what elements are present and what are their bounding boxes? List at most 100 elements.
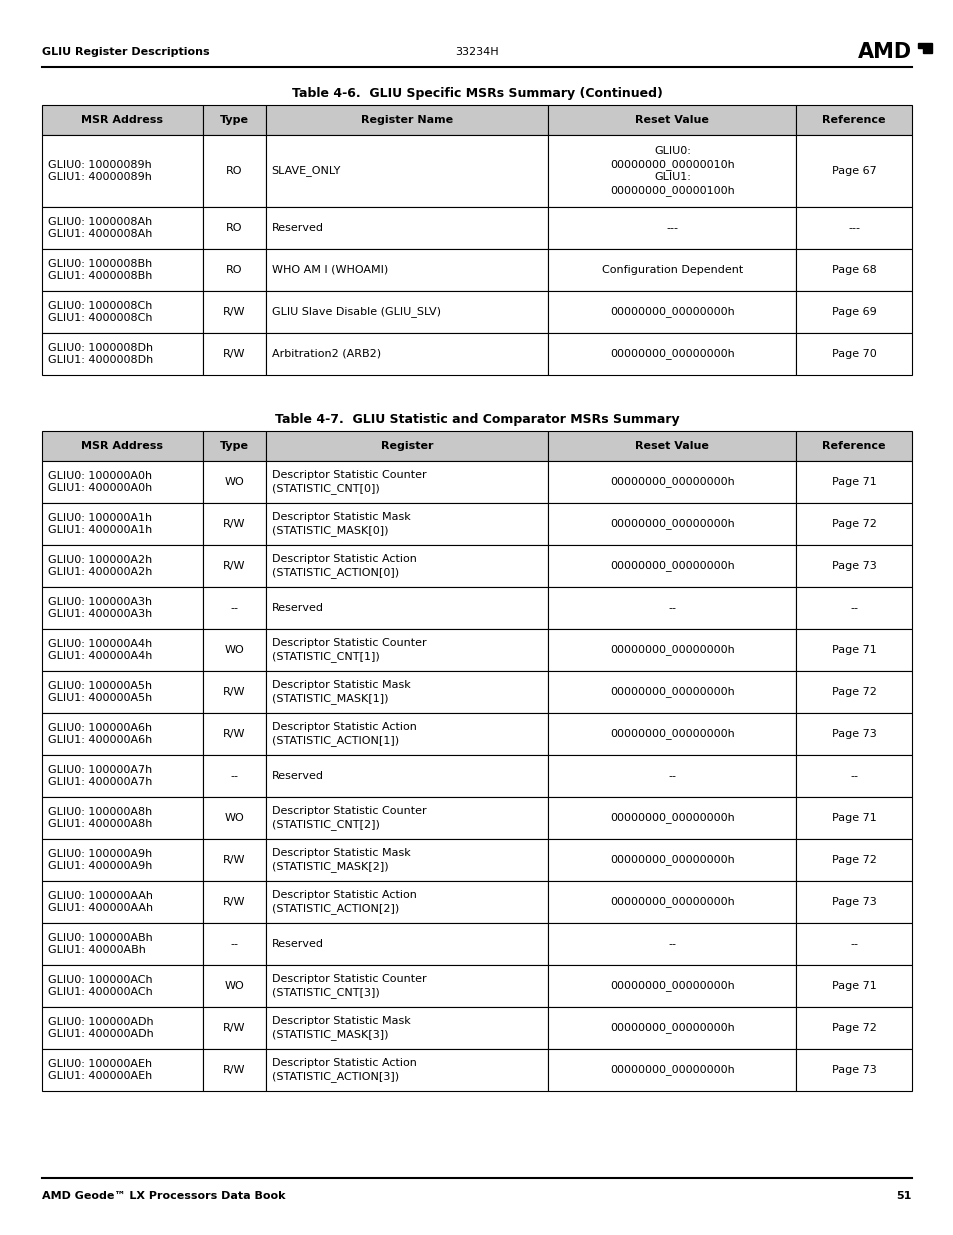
Bar (548, 965, 796, 1007)
Text: GLIU0: 1000008Dh
GLIU1: 4000008Dh: GLIU0: 1000008Dh GLIU1: 4000008Dh (48, 342, 153, 366)
Bar (548, 1007, 796, 1049)
Text: Reserved: Reserved (272, 939, 323, 948)
Text: Register Name: Register Name (360, 115, 453, 125)
Text: 00000000_00000000h: 00000000_00000000h (609, 729, 734, 740)
Text: Page 71: Page 71 (831, 477, 876, 487)
Text: --: -- (849, 603, 858, 613)
Bar (548, 545, 796, 587)
Bar (42, 1049, 203, 1091)
Bar (548, 503, 796, 545)
Text: GLIU0: 10000089h
GLIU1: 40000089h: GLIU0: 10000089h GLIU1: 40000089h (48, 159, 152, 183)
Bar (548, 461, 796, 503)
Text: Page 67: Page 67 (831, 165, 876, 177)
Bar (203, 207, 265, 249)
Text: GLIU0:
00000000_00000010h
GLIU1:
00000000_00000100h: GLIU0: 00000000_00000010h GLIU1: 0000000… (609, 146, 734, 196)
Bar (203, 965, 265, 1007)
Bar (548, 839, 796, 881)
Text: --: -- (849, 771, 858, 781)
Text: GLIU0: 100000A4h
GLIU1: 400000A4h: GLIU0: 100000A4h GLIU1: 400000A4h (48, 638, 152, 662)
Bar (42, 461, 203, 503)
Text: Page 73: Page 73 (831, 897, 876, 906)
Bar (203, 671, 265, 713)
Text: 00000000_00000000h: 00000000_00000000h (609, 519, 734, 530)
Text: R/W: R/W (223, 855, 245, 864)
Text: Page 73: Page 73 (831, 729, 876, 739)
Bar (265, 923, 548, 965)
Text: RO: RO (226, 224, 242, 233)
Text: AMD Geode™ LX Processors Data Book: AMD Geode™ LX Processors Data Book (42, 1191, 285, 1200)
Bar (796, 431, 911, 461)
Text: R/W: R/W (223, 308, 245, 317)
Text: GLIU0: 1000008Ch
GLIU1: 4000008Ch: GLIU0: 1000008Ch GLIU1: 4000008Ch (48, 300, 152, 324)
Bar (203, 333, 265, 375)
Bar (42, 135, 203, 207)
Bar (42, 839, 203, 881)
Text: Page 71: Page 71 (831, 813, 876, 823)
Text: Page 72: Page 72 (831, 519, 876, 529)
Bar (796, 755, 911, 797)
Text: AMD: AMD (857, 42, 911, 62)
Text: R/W: R/W (223, 687, 245, 697)
Bar (796, 881, 911, 923)
Text: 00000000_00000000h: 00000000_00000000h (609, 477, 734, 488)
Text: GLIU0: 100000A7h
GLIU1: 400000A7h: GLIU0: 100000A7h GLIU1: 400000A7h (48, 764, 152, 788)
Text: GLIU Slave Disable (GLIU_SLV): GLIU Slave Disable (GLIU_SLV) (272, 306, 440, 317)
Bar (203, 503, 265, 545)
Bar (265, 431, 548, 461)
Bar (203, 105, 265, 135)
Text: 00000000_00000000h: 00000000_00000000h (609, 897, 734, 908)
Text: 00000000_00000000h: 00000000_00000000h (609, 561, 734, 572)
Bar (42, 333, 203, 375)
Bar (265, 503, 548, 545)
Text: 33234H: 33234H (455, 47, 498, 57)
Text: Descriptor Statistic Counter
(STATISTIC_CNT[2]): Descriptor Statistic Counter (STATISTIC_… (272, 806, 426, 830)
Text: GLIU0: 100000AAh
GLIU1: 400000AAh: GLIU0: 100000AAh GLIU1: 400000AAh (48, 890, 153, 914)
Bar (548, 713, 796, 755)
Bar (42, 629, 203, 671)
Text: WO: WO (224, 477, 244, 487)
Text: WO: WO (224, 981, 244, 990)
Bar (548, 431, 796, 461)
Text: GLIU Register Descriptions: GLIU Register Descriptions (42, 47, 210, 57)
Bar (548, 105, 796, 135)
Bar (265, 629, 548, 671)
Bar (548, 249, 796, 291)
Bar (42, 713, 203, 755)
Text: RO: RO (226, 266, 242, 275)
Text: R/W: R/W (223, 350, 245, 359)
Text: Type: Type (219, 115, 249, 125)
Bar (548, 755, 796, 797)
Bar (796, 587, 911, 629)
Bar (796, 461, 911, 503)
Text: Descriptor Statistic Mask
(STATISTIC_MASK[2]): Descriptor Statistic Mask (STATISTIC_MAS… (272, 848, 410, 872)
Text: R/W: R/W (223, 897, 245, 906)
Text: WO: WO (224, 813, 244, 823)
Text: Table 4-7.  GLIU Statistic and Comparator MSRs Summary: Table 4-7. GLIU Statistic and Comparator… (274, 412, 679, 426)
Text: Descriptor Statistic Action
(STATISTIC_ACTION[1]): Descriptor Statistic Action (STATISTIC_A… (272, 722, 416, 746)
Bar (796, 671, 911, 713)
Text: 00000000_00000000h: 00000000_00000000h (609, 348, 734, 359)
Text: Page 72: Page 72 (831, 855, 876, 864)
Bar (42, 291, 203, 333)
Text: Descriptor Statistic Action
(STATISTIC_ACTION[0]): Descriptor Statistic Action (STATISTIC_A… (272, 555, 416, 578)
Text: Descriptor Statistic Mask
(STATISTIC_MASK[1]): Descriptor Statistic Mask (STATISTIC_MAS… (272, 680, 410, 704)
Text: Reserved: Reserved (272, 603, 323, 613)
Text: Arbitration2 (ARB2): Arbitration2 (ARB2) (272, 350, 380, 359)
Text: Page 69: Page 69 (831, 308, 876, 317)
Text: Reset Value: Reset Value (635, 115, 708, 125)
Polygon shape (917, 43, 931, 53)
Bar (796, 629, 911, 671)
Text: Reserved: Reserved (272, 224, 323, 233)
Bar (42, 797, 203, 839)
Text: R/W: R/W (223, 729, 245, 739)
Text: 00000000_00000000h: 00000000_00000000h (609, 1023, 734, 1034)
Bar (796, 249, 911, 291)
Bar (203, 587, 265, 629)
Bar (203, 461, 265, 503)
Bar (42, 545, 203, 587)
Bar (203, 881, 265, 923)
Text: RO: RO (226, 165, 242, 177)
Bar (265, 797, 548, 839)
Text: Table 4-6.  GLIU Specific MSRs Summary (Continued): Table 4-6. GLIU Specific MSRs Summary (C… (292, 86, 661, 100)
Text: R/W: R/W (223, 1065, 245, 1074)
